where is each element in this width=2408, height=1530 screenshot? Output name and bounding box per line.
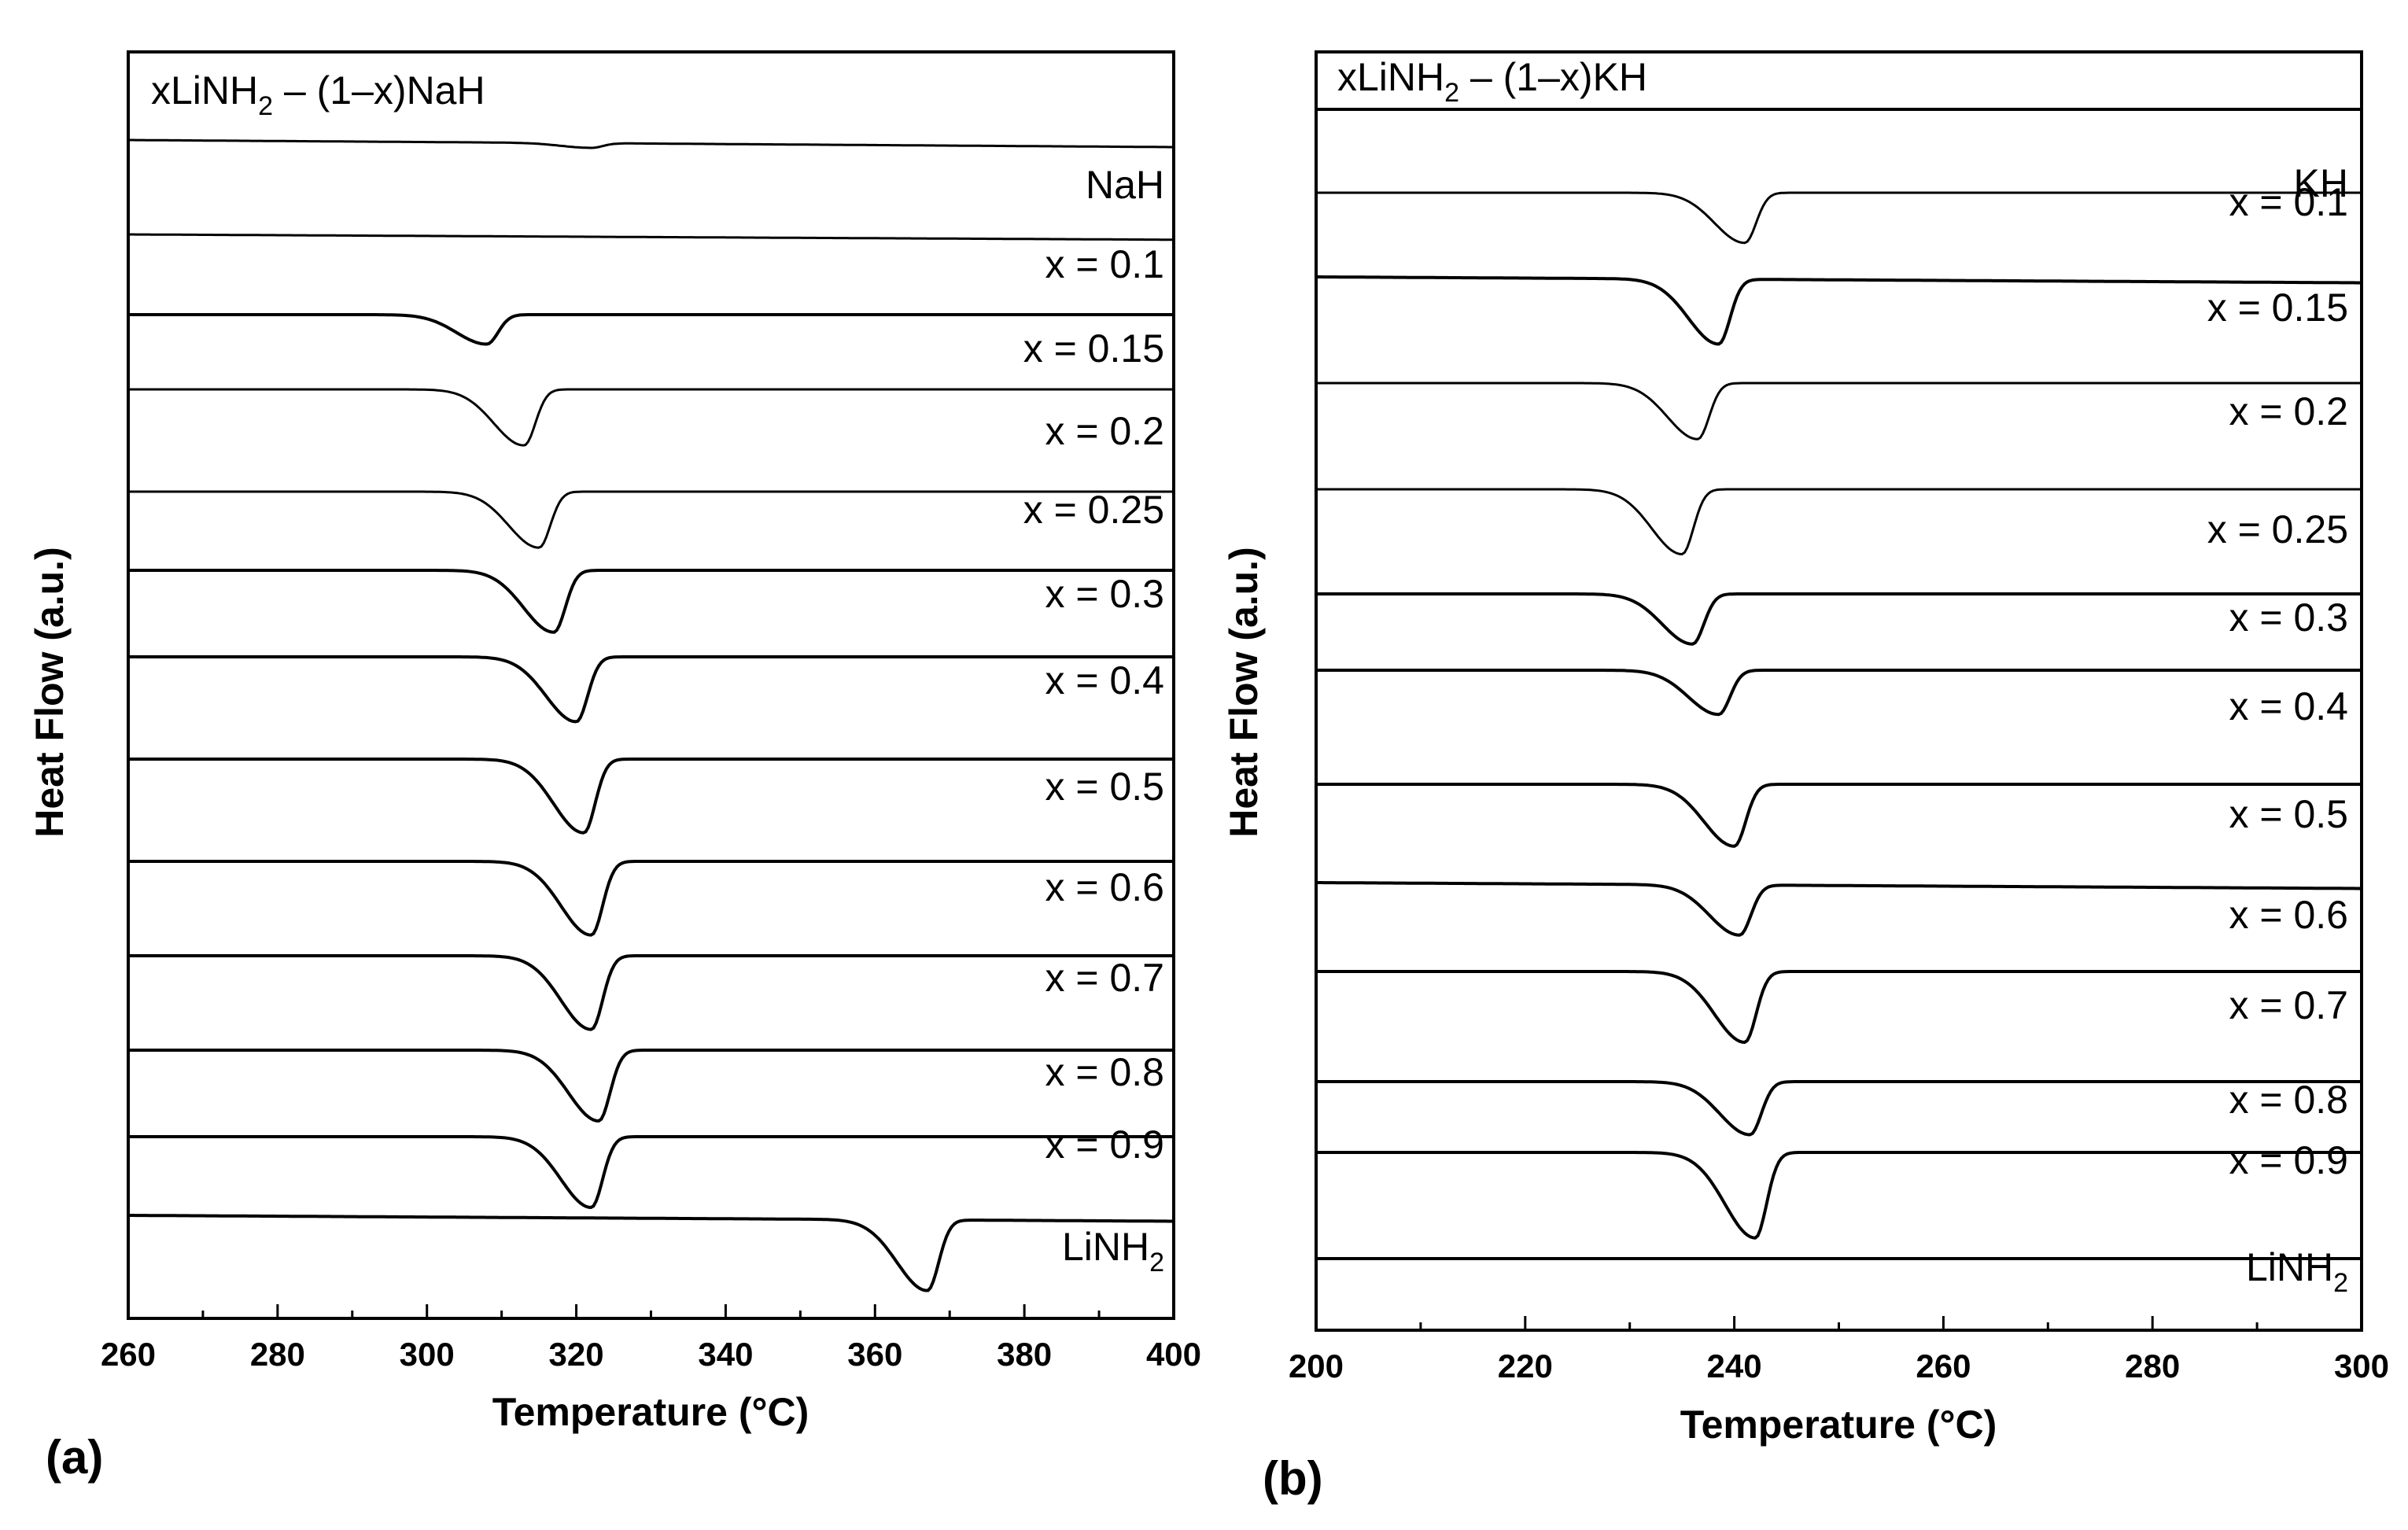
panel-a-x-tick-label: 320 xyxy=(549,1336,604,1373)
panel-b-trace-x-0-4 xyxy=(1315,669,2363,717)
panel-a-x-tick-label: 260 xyxy=(101,1336,156,1373)
panel-a-curve-label: x = 0.9 xyxy=(1045,1123,1165,1167)
panel-b-curve-label: x = 0.2 xyxy=(2229,389,2349,433)
panel-a-curve-label: x = 0.3 xyxy=(1045,572,1165,616)
panel-b-curve-label: x = 0.3 xyxy=(2229,595,2349,640)
panel-b-x-tick-label: 200 xyxy=(1289,1348,1344,1384)
panel-a-frame xyxy=(127,50,1175,1320)
panel-a-x-tick-label: 340 xyxy=(698,1336,753,1373)
panel-a-chart: NaH x = 0.1 x = 0.15 x = 0.2 x = 0.25 x = 0.3… xyxy=(28,50,1201,1484)
panel-a-curve-label: x = 0.7 xyxy=(1045,956,1165,1000)
panel-b-trace-x-0-15 xyxy=(1315,275,2363,346)
panel-b-trace-x-0-25 xyxy=(1315,488,2363,555)
panel-a-y-axis-label: Heat Flow (a.u.) xyxy=(28,547,72,837)
panel-b-letter: (b) xyxy=(1263,1452,1323,1505)
panel-b-trace-x-0-8 xyxy=(1315,1080,2363,1137)
panel-a-trace-x-0-7 xyxy=(127,954,1175,1031)
panel-a-x-axis: 260 280 300 320 340 360 380 400 xyxy=(101,1304,1201,1373)
panel-b-y-axis-label: Heat Flow (a.u.) xyxy=(1222,547,1266,837)
panel-a-curve-label: x = 0.8 xyxy=(1045,1050,1165,1094)
panel-b-curve-label: x = 0.15 xyxy=(2207,286,2348,330)
panel-b-trace-x-0-2 xyxy=(1315,382,2363,441)
panel-a-title: xLiNH2 – (1–x)NaH xyxy=(151,68,485,121)
panel-a-x-tick-label: 360 xyxy=(847,1336,902,1373)
panel-a-trace-x-0-9 xyxy=(127,1135,1175,1209)
panel-b-trace-x-0-3 xyxy=(1315,592,2363,646)
panel-b-trace-x-0-1 xyxy=(1315,191,2363,245)
panel-a-trace-x-0-4 xyxy=(127,655,1175,724)
panel-b-curve-label: x = 0.1 xyxy=(2229,180,2349,224)
panel-b-curve-label: x = 0.25 xyxy=(2207,507,2348,551)
panel-b-curve-label: x = 0.8 xyxy=(2229,1078,2349,1122)
panel-b-trace-x-0-7 xyxy=(1315,970,2363,1044)
panel-a-curve-label: x = 0.1 xyxy=(1045,242,1165,286)
panel-a-x-axis-label: Temperature (°C) xyxy=(492,1390,809,1434)
panel-a-trace-x-0-15 xyxy=(127,313,1175,346)
panel-b-x-tick-label: 280 xyxy=(2125,1348,2180,1384)
panel-a-curve-label: LiNH2 xyxy=(1062,1225,1164,1277)
panel-a-trace-x-0-25 xyxy=(127,490,1175,549)
panel-b-trace-x-0-5 xyxy=(1315,783,2363,848)
panel-a-trace-nah xyxy=(127,138,1175,149)
panel-b-curve-label: x = 0.4 xyxy=(2229,684,2349,728)
panel-a-curve-label: x = 0.25 xyxy=(1023,488,1164,532)
panel-b-curve-label: x = 0.9 xyxy=(2229,1138,2349,1182)
panel-a-x-tick-label: 280 xyxy=(250,1336,305,1373)
panel-b-frame xyxy=(1315,50,2363,1332)
panel-b-curve-label: x = 0.7 xyxy=(2229,983,2349,1027)
panel-b-curve-label: x = 0.5 xyxy=(2229,792,2349,836)
panel-b-curve-label: KH xyxy=(2294,161,2348,205)
panel-b-x-axis: 200 220 240 260 280 300 xyxy=(1289,1316,2389,1384)
panel-b-curve-label: x = 0.6 xyxy=(2229,893,2349,937)
panel-b-x-tick-label: 260 xyxy=(1916,1348,1971,1384)
panel-a-letter: (a) xyxy=(46,1431,103,1484)
panel-a-trace-x-0-8 xyxy=(127,1049,1175,1123)
panel-a-curve-label: x = 0.6 xyxy=(1045,865,1165,909)
panel-b-x-axis-label: Temperature (°C) xyxy=(1680,1403,1997,1447)
panel-b-title: xLiNH2 – (1–x)KH xyxy=(1337,55,1647,108)
panel-b-plot-area: KHx = 0.1 x = 0.15 x = 0.2 x = 0.25 x = 0.3 x… xyxy=(1315,108,2363,1298)
panel-b-x-tick-label: 300 xyxy=(2334,1348,2389,1384)
panel-a-trace-x-0-5 xyxy=(127,758,1175,835)
panel-a-trace-linh2 xyxy=(127,1214,1175,1292)
panel-a-x-tick-label: 300 xyxy=(400,1336,455,1373)
panel-a-curve-label: x = 0.15 xyxy=(1023,326,1164,371)
panel-b-trace-x-0-6 xyxy=(1315,881,2363,937)
panel-b-curve-label: LiNH2 xyxy=(2246,1245,2348,1298)
panel-a-trace-x-0-6 xyxy=(127,860,1175,937)
panel-a-trace-x-0-2 xyxy=(127,388,1175,447)
panel-a-plot-area: NaH x = 0.1 x = 0.15 x = 0.2 x = 0.25 x = 0.3… xyxy=(127,138,1175,1292)
panel-a-x-tick-label: 400 xyxy=(1146,1336,1201,1373)
panel-a-trace-x-0-1 xyxy=(127,233,1175,241)
panel-b-x-tick-label: 220 xyxy=(1498,1348,1553,1384)
panel-a-x-tick-label: 380 xyxy=(997,1336,1052,1373)
panel-b-chart: KHx = 0.1 x = 0.15 x = 0.2 x = 0.25 x = 0.3 x… xyxy=(1222,50,2389,1505)
panel-a-trace-x-0-3 xyxy=(127,569,1175,634)
panel-a-curve-label: NaH xyxy=(1086,163,1164,207)
panel-a-curve-label: x = 0.5 xyxy=(1045,765,1165,809)
panel-a-curve-label: x = 0.2 xyxy=(1045,409,1165,453)
panel-b-trace-x-0-9 xyxy=(1315,1151,2363,1240)
panel-b-x-tick-label: 240 xyxy=(1707,1348,1762,1384)
panel-a-curve-label: x = 0.4 xyxy=(1045,658,1165,702)
